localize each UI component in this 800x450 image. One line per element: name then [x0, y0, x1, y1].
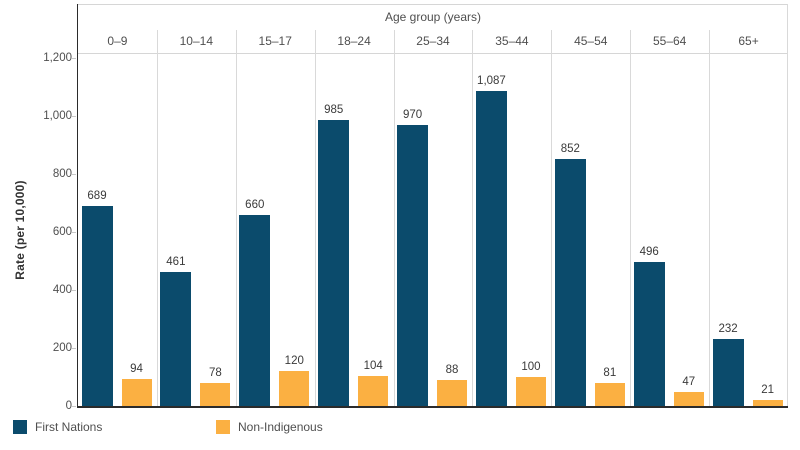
bar-non-indigenous [121, 378, 152, 406]
bar-value-label: 94 [130, 362, 143, 375]
column-header: 25–34 [416, 34, 450, 48]
bar-value-label: 120 [284, 355, 304, 368]
bar-first-nations [475, 90, 507, 406]
bar-non-indigenous [515, 377, 546, 406]
bar-first-nations [712, 338, 744, 406]
column-separator [630, 30, 632, 406]
bar-value-label: 1,087 [477, 74, 506, 87]
bar-non-indigenous [200, 383, 231, 406]
y-tick-mark [72, 290, 76, 291]
bar-value-label: 81 [603, 366, 617, 379]
bar-value-label: 689 [87, 190, 107, 203]
bar-value-label: 88 [445, 364, 459, 377]
legend-label: Non-Indigenous [238, 420, 323, 434]
bar-first-nations [554, 158, 586, 406]
column-separator [393, 30, 395, 406]
y-tick-label: 200 [52, 341, 72, 354]
bar-value-label: 104 [363, 359, 383, 372]
y-tick-mark [72, 406, 76, 407]
legend-label: First Nations [35, 420, 103, 434]
bar-first-nations [160, 272, 192, 406]
x-axis-line [76, 406, 788, 408]
column-header: 45–54 [574, 34, 608, 48]
column-separator [472, 30, 474, 406]
bar-value-label: 21 [761, 383, 774, 396]
bar-non-indigenous [752, 399, 783, 406]
y-tick-label: 400 [52, 283, 72, 296]
legend-item-non-indigenous: Non-Indigenous [216, 419, 323, 435]
bar-value-label: 78 [208, 367, 222, 380]
bar-first-nations [81, 206, 113, 406]
y-tick-mark [72, 174, 76, 175]
column-header: 18–24 [337, 34, 371, 48]
column-header: 65+ [738, 34, 759, 48]
column-header: 0–9 [107, 34, 128, 48]
y-tick-label: 0 [65, 399, 72, 412]
bar-first-nations [318, 120, 350, 406]
column-separator [235, 30, 237, 406]
y-axis-line [76, 4, 78, 407]
bar-value-label: 660 [245, 198, 265, 211]
header-top-border [78, 4, 788, 5]
bar-value-label: 496 [639, 246, 659, 259]
column-separator [709, 30, 711, 406]
legend-swatch [216, 420, 230, 434]
y-tick-mark [72, 58, 76, 59]
bar-non-indigenous [279, 371, 310, 406]
bar-non-indigenous [358, 375, 389, 406]
y-tick-mark [72, 232, 76, 233]
bar-first-nations [633, 262, 665, 406]
column-separator [156, 30, 158, 406]
bar-value-label: 47 [682, 376, 696, 389]
bar-non-indigenous [594, 382, 625, 406]
x-axis-field-label: Age group (years) [384, 10, 482, 24]
bar-non-indigenous [673, 392, 704, 406]
pane-right-border [787, 4, 788, 407]
column-separator [551, 30, 553, 406]
bar-first-nations [239, 214, 271, 406]
y-axis-title: Rate (per 10,000) [13, 180, 27, 280]
y-tick-mark [72, 116, 76, 117]
bar-value-label: 461 [166, 256, 186, 269]
y-tick-label: 1,200 [43, 51, 72, 64]
bar-value-label: 970 [402, 108, 423, 121]
column-header: 55–64 [652, 34, 687, 48]
column-header: 10–14 [179, 34, 213, 48]
bar-first-nations [397, 124, 429, 406]
column-separator [314, 30, 316, 406]
legend-swatch [13, 420, 27, 434]
bar-value-label: 985 [324, 104, 344, 117]
column-header: 35–44 [495, 34, 529, 48]
y-tick-mark [72, 348, 76, 349]
y-tick-label: 600 [52, 225, 72, 238]
bar-non-indigenous [437, 380, 468, 406]
bar-value-label: 100 [521, 361, 541, 373]
y-tick-label: 800 [52, 167, 72, 180]
header-bottom-border [78, 53, 788, 54]
bar-value-label: 852 [560, 142, 580, 155]
legend-item-first-nations: First Nations [13, 419, 102, 435]
bar-value-label: 232 [718, 322, 738, 335]
column-header: 15–17 [258, 34, 292, 48]
y-tick-label: 1,000 [43, 109, 72, 122]
